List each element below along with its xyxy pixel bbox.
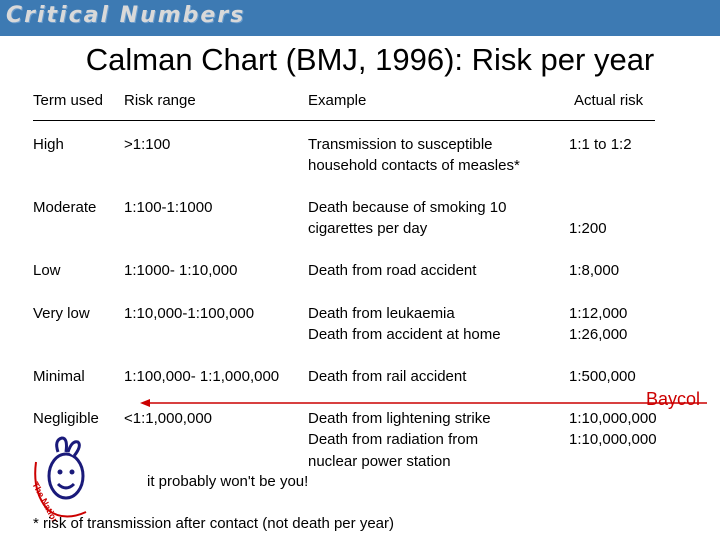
row-negligible-example-3: nuclear power station — [308, 453, 451, 470]
row-negligible-actual-1: 1:10,000,000 — [569, 410, 657, 427]
header-range: Risk range — [124, 92, 196, 109]
row-high-range: >1:100 — [124, 136, 171, 153]
row-low-term: Low — [33, 262, 61, 279]
national-lottery-logo: The National Lottery — [30, 436, 87, 522]
page-title: Calman Chart (BMJ, 1996): Risk per year — [85, 42, 655, 77]
row-negligible-range: <1:1,000,000 — [124, 410, 213, 427]
header-divider — [33, 120, 655, 121]
row-negligible-term: Negligible — [33, 410, 99, 427]
row-moderate-example-2: cigarettes per day — [308, 220, 428, 237]
row-moderate-term: Moderate — [33, 199, 97, 216]
header-term: Term used — [33, 92, 104, 109]
row-minimal-range: 1:100,000- 1:1,000,000 — [124, 368, 280, 385]
row-minimal-example-1: Death from rail accident — [308, 368, 467, 385]
header-example: Example — [308, 92, 367, 109]
probably-text: it probably won't be you! — [147, 473, 309, 490]
row-high-actual: 1:1 to 1:2 — [569, 136, 632, 153]
row-minimal-actual: 1:500,000 — [569, 368, 636, 385]
row-verylow-term: Very low — [33, 305, 90, 322]
header-actual: Actual risk — [574, 92, 644, 109]
row-verylow-actual-2: 1:26,000 — [569, 326, 628, 343]
row-low-range: 1:1000- 1:10,000 — [124, 262, 238, 279]
row-moderate-range: 1:100-1:1000 — [124, 199, 213, 216]
row-verylow-range: 1:10,000-1:100,000 — [124, 305, 255, 322]
baycol-label: Baycol — [646, 389, 701, 409]
row-moderate-actual: 1:200 — [569, 220, 607, 237]
row-verylow-example-2: Death from accident at home — [308, 326, 501, 343]
row-minimal-term: Minimal — [33, 368, 85, 385]
row-negligible-actual-2: 1:10,000,000 — [569, 431, 657, 448]
footnote: * risk of transmission after contact (no… — [33, 515, 394, 532]
row-high-example-2: household contacts of measles* — [308, 157, 520, 174]
row-negligible-example-1: Death from lightening strike — [308, 410, 491, 427]
row-verylow-actual-1: 1:12,000 — [569, 305, 628, 322]
banner-title: Critical Numbers — [6, 3, 246, 28]
row-moderate-example-1: Death because of smoking 10 — [308, 199, 507, 216]
row-low-example-1: Death from road accident — [308, 262, 477, 279]
row-verylow-example-1: Death from leukaemia — [308, 305, 455, 322]
row-high-example-1: Transmission to susceptible — [308, 136, 493, 153]
row-low-actual: 1:8,000 — [569, 262, 620, 279]
header-banner: Critical Numbers — [0, 0, 720, 36]
row-high-term: High — [33, 136, 64, 153]
row-negligible-example-2: Death from radiation from — [308, 431, 479, 448]
